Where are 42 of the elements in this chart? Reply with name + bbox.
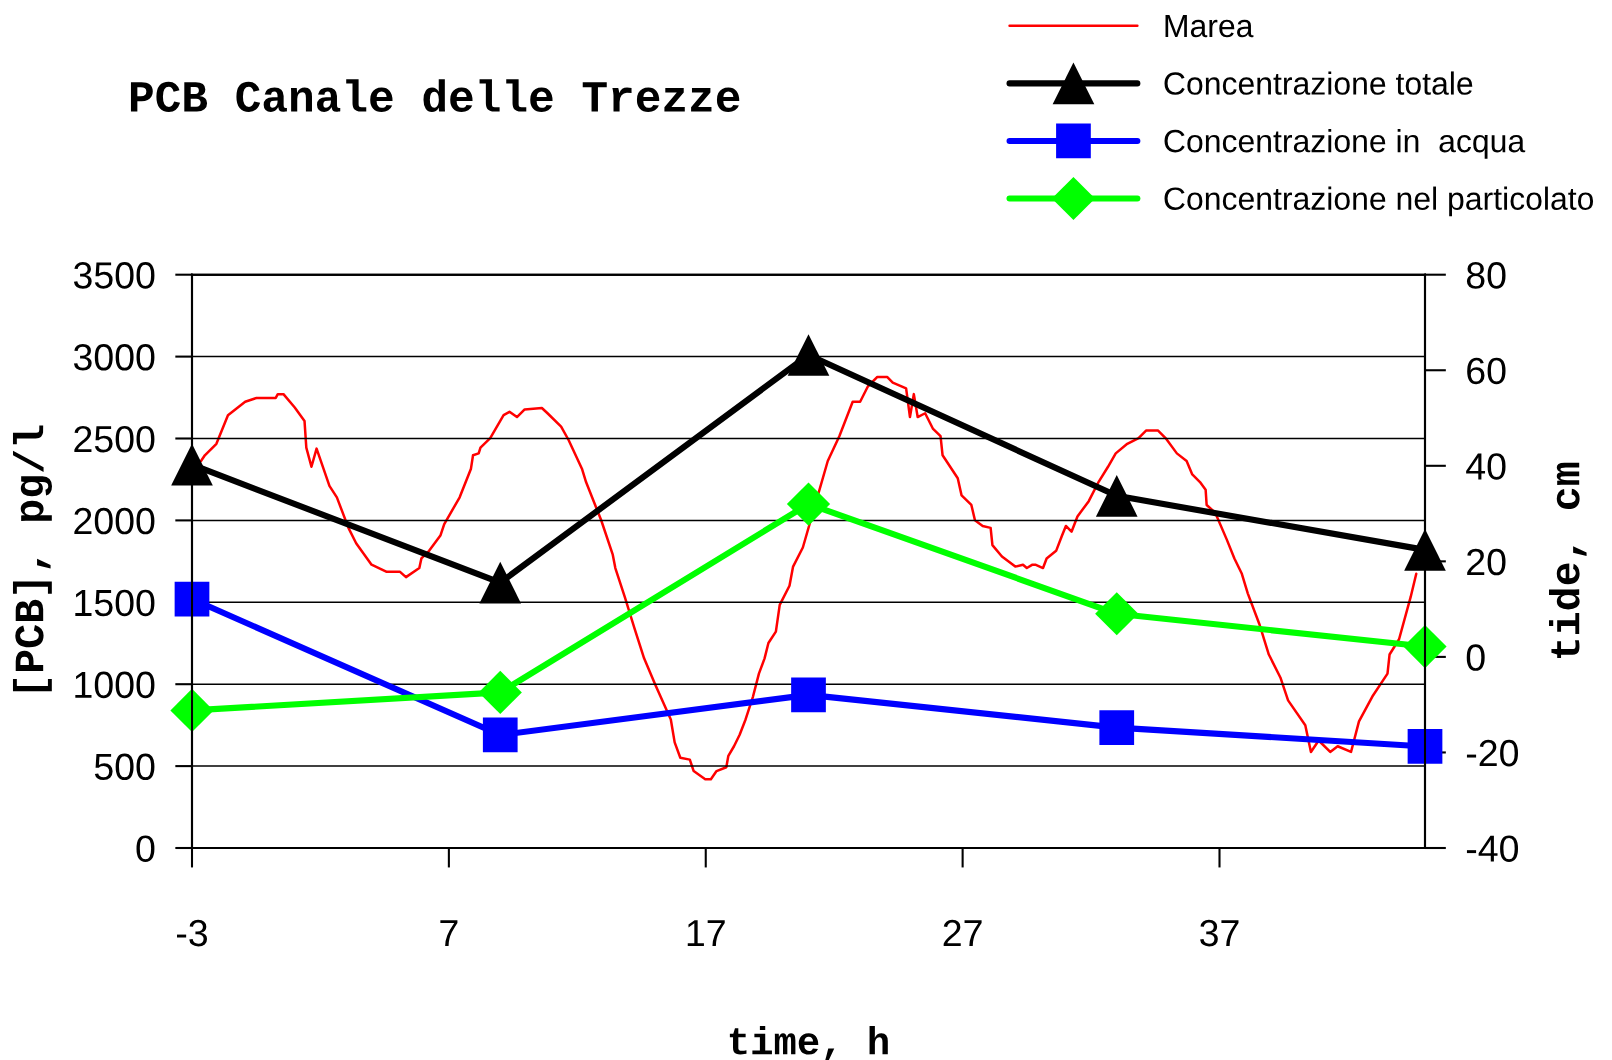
x-tick-label: 37 xyxy=(1200,919,1239,947)
x-tick-label: 7 xyxy=(440,920,458,947)
point xyxy=(1404,529,1446,571)
point xyxy=(170,688,214,733)
point xyxy=(478,670,522,714)
point xyxy=(482,717,518,753)
y-axis-title: [PCB], pg/l xyxy=(12,425,52,692)
y2-tick-label: 20 xyxy=(1467,548,1506,576)
point xyxy=(1095,475,1138,517)
y2-axis-title: tide, cm xyxy=(1549,462,1587,659)
y-tick-label: 2500 xyxy=(74,425,155,453)
point xyxy=(174,581,210,617)
legend-label: Concentrazione nel particolato xyxy=(1164,186,1594,217)
x-tick-label: 27 xyxy=(943,919,982,947)
y-tick-label: 1000 xyxy=(75,671,155,699)
y2-tick-label: 60 xyxy=(1467,357,1506,385)
y2-tick-label: 40 xyxy=(1466,453,1506,480)
point xyxy=(479,561,522,604)
chart-title: PCB Canale delle Trezze xyxy=(130,79,740,112)
point xyxy=(1095,592,1139,636)
point xyxy=(1099,710,1135,745)
point xyxy=(1407,729,1443,764)
legend-label: Marea xyxy=(1165,15,1254,38)
point xyxy=(1403,624,1447,669)
y2-tick-label: -20 xyxy=(1466,739,1519,767)
y-tick-label: 500 xyxy=(94,753,155,781)
y2-tick-label: 80 xyxy=(1466,262,1506,289)
line-series xyxy=(199,375,1418,781)
x-tick-label: -3 xyxy=(176,919,208,947)
y-tick-label: 1500 xyxy=(75,589,155,617)
point xyxy=(787,334,830,376)
y-tick-label: 0 xyxy=(136,835,155,862)
y-tick-label: 3500 xyxy=(73,262,155,289)
x-tick-label: 17 xyxy=(687,920,725,947)
legend-label: Concentrazione in acqua xyxy=(1164,128,1526,159)
point xyxy=(791,677,826,713)
y-tick-label: 3000 xyxy=(73,344,155,371)
point xyxy=(786,482,831,526)
legend-label: Concentrazione totale xyxy=(1164,71,1473,95)
y-tick-label: 2000 xyxy=(74,507,155,535)
y2-tick-label: -40 xyxy=(1466,835,1519,862)
y2-tick-label: 0 xyxy=(1466,644,1485,671)
